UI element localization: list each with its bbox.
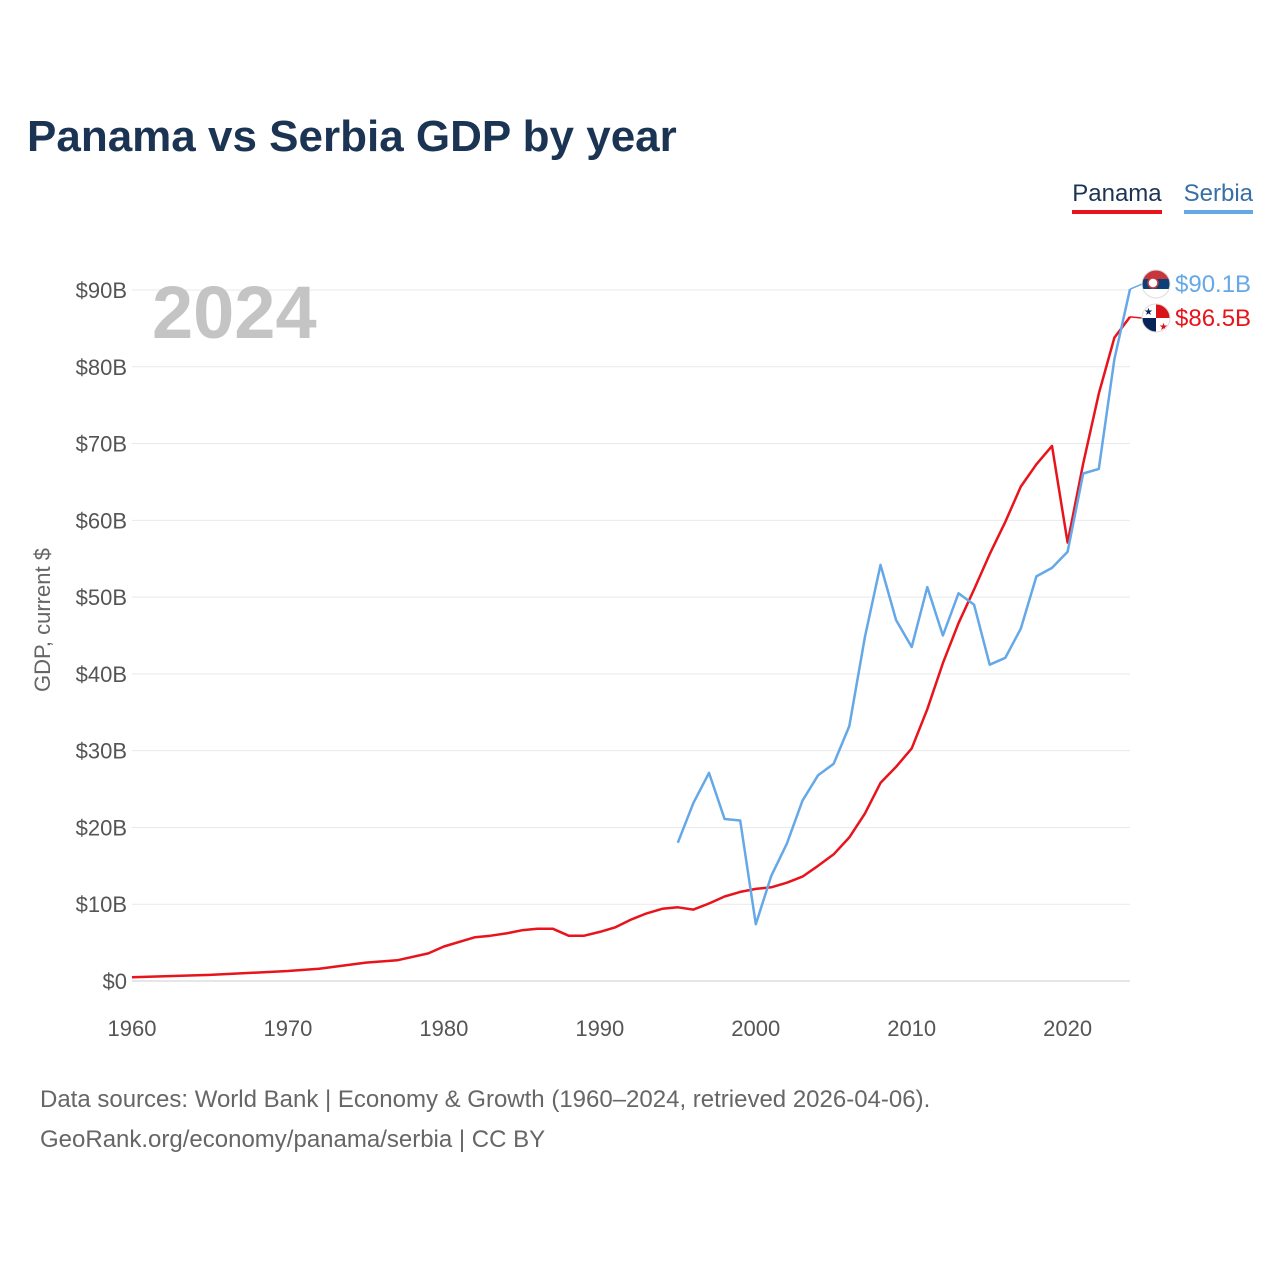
y-tick-label: $0	[103, 969, 127, 994]
end-label-serbia: $90.1B	[1175, 271, 1251, 298]
x-tick-label: 2010	[887, 1016, 936, 1041]
panama-flag-icon: ★★	[1141, 303, 1171, 333]
x-tick-label: 2020	[1043, 1016, 1092, 1041]
y-tick-label: $90B	[76, 278, 127, 303]
end-markers: ★★ $86.5B$90.1B	[1129, 269, 1251, 333]
legend-item-panama[interactable]: Panama	[1072, 180, 1162, 214]
end-label-panama: $86.5B	[1175, 305, 1251, 332]
y-tick-label: $40B	[76, 662, 127, 687]
chart-title: Panama vs Serbia GDP by year	[27, 112, 677, 161]
y-axis-ticks: $0 $10B $20B $30B $40B $50B $60B $70B $80B $90B	[76, 278, 127, 994]
x-tick-label: 1970	[263, 1016, 312, 1041]
x-tick-label: 1980	[419, 1016, 468, 1041]
svg-text:★: ★	[1159, 322, 1168, 333]
y-tick-label: $30B	[76, 739, 127, 764]
series-line-panama[interactable]	[131, 316, 1131, 979]
y-tick-label: $10B	[76, 892, 127, 917]
data-source-note: Data sources: World Bank | Economy & Gro…	[40, 1086, 931, 1113]
serbia-flag-icon	[1141, 269, 1171, 299]
footer: Data sources: World Bank | Economy & Gro…	[40, 1080, 930, 1160]
y-tick-label: $20B	[76, 815, 127, 840]
x-tick-label: 1990	[575, 1016, 624, 1041]
source-link[interactable]: GeoRank.org/economy/panama/serbia | CC B…	[40, 1126, 546, 1153]
x-tick-label: 1960	[108, 1016, 157, 1041]
legend: Panama Serbia	[1072, 180, 1253, 214]
x-tick-label: 2000	[731, 1016, 780, 1041]
svg-text:★: ★	[1144, 307, 1153, 318]
gridlines	[132, 289, 1130, 982]
x-axis-ticks: 1960 1970 1980 1990 2000 2010 2020	[108, 1016, 1093, 1041]
y-tick-label: $60B	[76, 508, 127, 533]
y-tick-label: $50B	[76, 585, 127, 610]
year-watermark: 2024	[152, 271, 317, 354]
y-tick-label: $80B	[76, 355, 127, 380]
y-tick-label: $70B	[76, 432, 127, 457]
series-lines	[131, 288, 1132, 979]
series-line-serbia[interactable]	[676, 288, 1132, 926]
end-connector-panama	[1129, 316, 1143, 319]
end-connector-serbia	[1129, 283, 1143, 290]
legend-item-serbia[interactable]: Serbia	[1183, 180, 1253, 214]
y-axis-label: GDP, current $	[30, 548, 55, 692]
